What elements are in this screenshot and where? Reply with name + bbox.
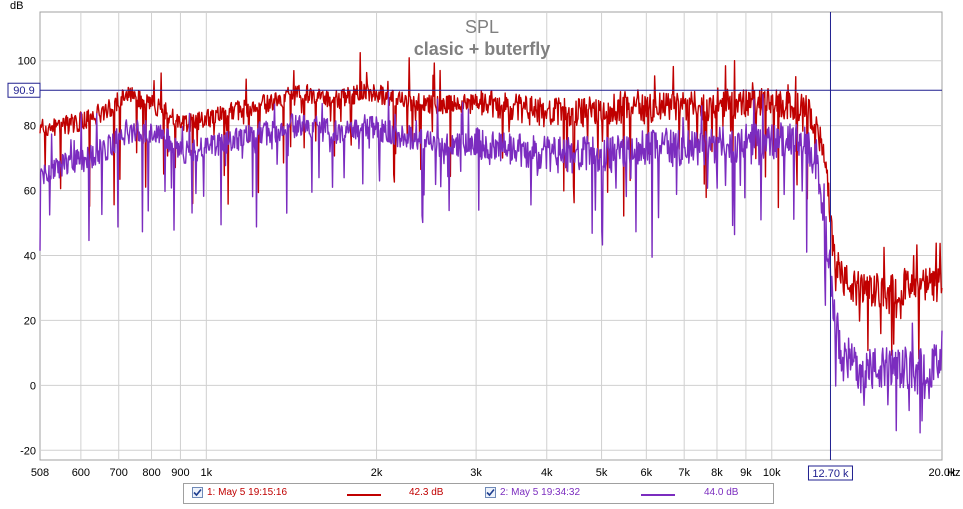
series-2-checkbox[interactable] — [485, 487, 496, 498]
y-tick-label: 100 — [18, 56, 36, 68]
series-1-value: 42.3 dB — [409, 487, 444, 498]
x-tick-label: 20.0k — [929, 467, 956, 479]
x-tick-label: 2k — [371, 467, 383, 479]
x-tick-label: 508 — [31, 467, 49, 479]
y-tick-label: 80 — [24, 121, 36, 133]
x-tick-label: 5k — [596, 467, 608, 479]
x-tick-label: 7k — [678, 467, 690, 479]
y-tick-label: 60 — [24, 186, 36, 198]
x-tick-label: 3k — [470, 467, 482, 479]
check-icon — [193, 488, 202, 497]
y-axis-label: dB — [10, 0, 23, 12]
series-2-value: 44.0 dB — [704, 487, 739, 498]
legend-item-2[interactable]: 2: May 5 19:34:32 — [485, 487, 580, 498]
cursor-y-readout-box — [7, 82, 41, 98]
y-tick-label: 0 — [30, 380, 36, 392]
y-tick-label: 40 — [24, 250, 36, 262]
check-icon — [486, 488, 495, 497]
legend: 1: May 5 19:15:16 42.3 dB 2: May 5 19:34… — [183, 483, 774, 504]
series-1-name: 1: May 5 19:15:16 — [207, 487, 288, 498]
series-1-checkbox[interactable] — [192, 487, 203, 498]
y-tick-label: -20 — [20, 445, 36, 457]
x-tick-label: 10k — [763, 467, 781, 479]
chart-title: SPL — [465, 17, 499, 37]
cursor-x-readout-box — [807, 465, 853, 481]
chart-subtitle: clasic + buterfly — [414, 39, 551, 59]
x-tick-label: 6k — [641, 467, 653, 479]
x-tick-label: 1k — [201, 467, 213, 479]
x-tick-label: 900 — [171, 467, 189, 479]
legend-item-1[interactable]: 1: May 5 19:15:16 — [192, 487, 287, 498]
cursor-y-readout: 90.9 — [13, 85, 34, 97]
x-tick-label: 800 — [142, 467, 160, 479]
series-1-swatch — [347, 494, 381, 496]
x-tick-label: 4k — [541, 467, 553, 479]
x-tick-label: 600 — [72, 467, 90, 479]
x-axis-unit: Hz — [947, 467, 960, 479]
x-tick-label: 8k — [711, 467, 723, 479]
series-2-name: 2: May 5 19:34:32 — [500, 487, 581, 498]
cursor-x-readout: 12.70 k — [812, 468, 849, 480]
x-tick-label: 9k — [740, 467, 752, 479]
series-line-2 — [39, 91, 943, 434]
y-tick-label: 20 — [24, 315, 36, 327]
series-2-swatch — [641, 494, 675, 496]
x-tick-label: 700 — [110, 467, 128, 479]
